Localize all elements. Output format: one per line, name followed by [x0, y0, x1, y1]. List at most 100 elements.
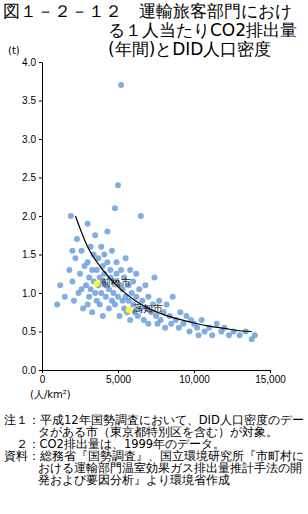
point	[237, 332, 243, 338]
point	[112, 205, 118, 211]
tick-mark	[42, 370, 43, 373]
point	[168, 321, 174, 327]
note: 資料：総務省『国勢調査』、国立環境研究所『市町村における運輸部門温室効果ガス排出…	[4, 449, 304, 487]
tick-label: 0	[40, 374, 46, 385]
point	[86, 294, 92, 300]
tick-mark	[39, 62, 42, 63]
plot-area	[54, 82, 258, 342]
point	[101, 252, 107, 258]
point	[89, 309, 95, 315]
y-axis: 0.00.51.01.52.02.53.03.54.0	[22, 57, 42, 376]
tick: 15,000	[255, 370, 286, 385]
point	[92, 290, 98, 296]
tick-mark	[39, 101, 42, 102]
point	[79, 286, 85, 292]
point	[177, 309, 183, 315]
tick: 3.0	[22, 134, 42, 145]
point	[74, 236, 80, 242]
tick-label: 2.0	[22, 211, 36, 222]
point	[71, 298, 77, 304]
point	[183, 313, 189, 319]
tick: 0.5	[22, 326, 42, 337]
tick-mark	[39, 332, 42, 333]
point	[69, 278, 75, 284]
point	[170, 294, 176, 300]
point	[133, 294, 139, 300]
tick-label: 4.0	[22, 57, 36, 68]
point	[180, 321, 186, 327]
point	[127, 317, 133, 323]
point	[153, 313, 159, 319]
annotations: 前橋市高知市	[101, 277, 163, 314]
tick-label: 15,000	[255, 374, 286, 385]
x-axis-label: (人/km²)	[30, 389, 71, 400]
tick-mark	[270, 370, 271, 373]
point	[199, 317, 205, 323]
chart: 図１－２－１２ 運輸旅客部門における１人当たりCO2排出量(年間)とDID人口密…	[0, 0, 308, 514]
point	[72, 255, 78, 261]
text-line: る１人当たりCO2排出量	[108, 20, 297, 40]
point	[54, 302, 60, 308]
point	[129, 290, 135, 296]
fit-curve	[75, 216, 251, 332]
tick-label: 5,000	[106, 374, 131, 385]
point	[127, 267, 133, 273]
point	[252, 332, 258, 338]
point	[69, 248, 75, 254]
title: 図１－２－１２ 運輸旅客部門における１人当たりCO2排出量(年間)とDID人口密…	[3, 1, 297, 59]
point	[145, 321, 151, 327]
point	[100, 313, 106, 319]
point	[110, 290, 116, 296]
point	[196, 332, 202, 338]
annotation: 前橋市	[101, 277, 131, 288]
point	[142, 282, 148, 288]
tick-label: 0.5	[22, 326, 36, 337]
point	[126, 298, 132, 304]
point	[186, 329, 192, 335]
point	[98, 290, 104, 296]
tick: 2.0	[22, 211, 42, 222]
point	[77, 271, 83, 277]
tick-mark	[39, 293, 42, 294]
point	[109, 248, 115, 254]
tick-mark	[39, 139, 42, 140]
point	[66, 267, 72, 273]
tick-mark	[39, 178, 42, 179]
tick-mark	[39, 216, 42, 217]
tick: 10,000	[179, 370, 210, 385]
point	[141, 317, 147, 323]
text-line: 図１－２－１２ 運輸旅客部門におけ	[3, 1, 292, 21]
point	[138, 213, 144, 219]
highlight-point	[126, 307, 132, 313]
point	[133, 271, 139, 277]
point	[135, 313, 141, 319]
point	[118, 267, 124, 273]
point	[100, 263, 106, 269]
tick-mark	[194, 370, 195, 373]
point	[85, 302, 91, 308]
point	[130, 278, 136, 284]
point	[113, 259, 119, 265]
point	[103, 294, 109, 300]
point	[151, 275, 157, 281]
point	[85, 221, 91, 227]
x-axis: 0 5,000 10,000 15,000	[40, 370, 287, 385]
tick-mark	[39, 370, 42, 371]
point	[85, 259, 91, 265]
tick: 1.5	[22, 249, 42, 260]
point	[115, 294, 121, 300]
point	[98, 244, 104, 250]
point	[94, 267, 100, 273]
point	[115, 182, 121, 188]
tick: 2.5	[22, 172, 42, 183]
point	[136, 286, 142, 292]
point	[118, 82, 124, 88]
annotation: 高知市	[133, 303, 163, 314]
point	[106, 305, 112, 311]
point	[83, 282, 89, 288]
tick-label: 2.5	[22, 172, 36, 183]
point	[107, 267, 113, 273]
tick: 1.0	[22, 288, 42, 299]
text-line: 発および要因分析』より環境省作成	[38, 473, 230, 487]
tick-mark	[118, 370, 119, 373]
